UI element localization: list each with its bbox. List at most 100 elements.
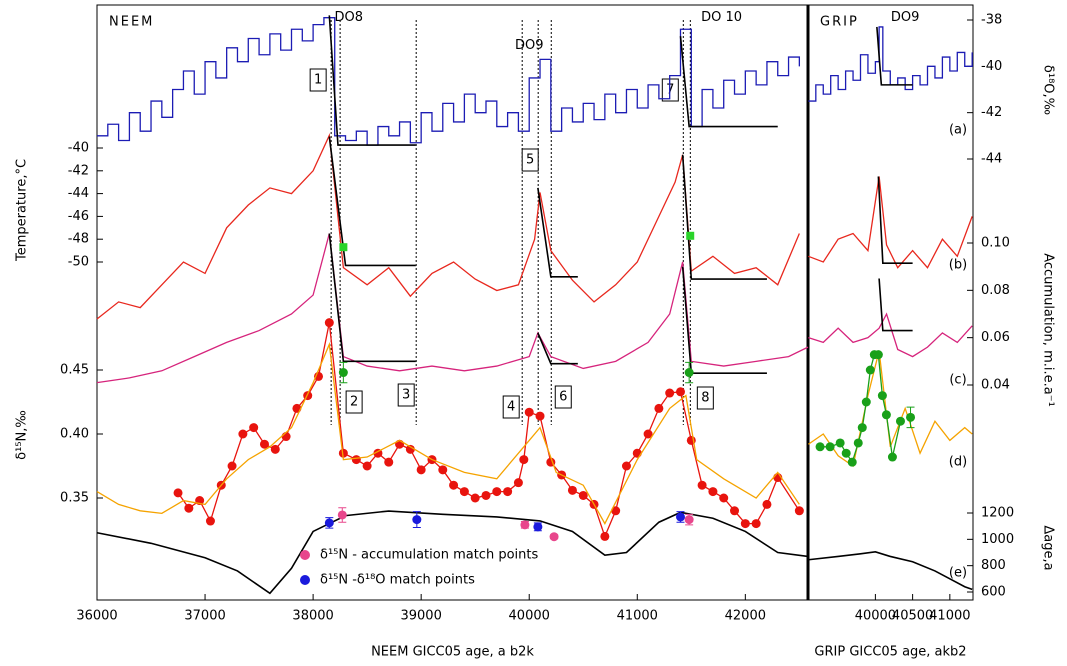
point	[751, 519, 761, 529]
series-line	[96, 133, 800, 320]
y-axis-title: δ¹⁵N,‰	[15, 410, 30, 460]
panel-name: GRIP	[820, 15, 859, 30]
point	[611, 506, 621, 516]
x-axis-title: GRIP GICC05 age, akb2	[814, 645, 966, 660]
match-label: 3	[402, 388, 410, 403]
point	[503, 487, 513, 497]
point	[861, 397, 871, 407]
point	[654, 403, 664, 413]
point	[205, 516, 215, 526]
y-axis-title: Accumulation, m.i.e.a⁻¹	[1041, 253, 1056, 407]
match-label: 5	[526, 153, 534, 168]
y-tick-label: 0.08	[981, 283, 1010, 298]
series-line	[328, 15, 778, 146]
y-tick-label: 0.10	[981, 236, 1010, 251]
point	[184, 503, 194, 513]
y-axis-title: δ¹⁸O,‰	[1041, 65, 1056, 115]
x-tick-label: 40000	[509, 609, 550, 624]
match-box	[554, 385, 572, 409]
point	[881, 410, 891, 420]
series-line	[808, 350, 973, 468]
point	[621, 461, 631, 471]
point	[338, 368, 348, 378]
x-tick-label: 42000	[725, 609, 766, 624]
match-box	[309, 68, 327, 92]
match-box	[502, 395, 520, 419]
point	[675, 512, 685, 522]
event-label: DO9	[891, 10, 920, 25]
point	[873, 350, 883, 360]
series-line	[96, 341, 800, 525]
point	[362, 461, 372, 471]
series-line	[878, 278, 913, 332]
point	[887, 452, 897, 462]
point	[535, 411, 545, 421]
point	[259, 439, 269, 449]
curve-label: (c)	[949, 373, 966, 388]
point	[459, 487, 469, 497]
legend-marker	[300, 550, 310, 560]
event-label: DO8	[335, 10, 364, 25]
legend-label: δ¹⁵N - accumulation match points	[320, 548, 538, 563]
point	[449, 480, 459, 490]
x-tick-label: 41000	[617, 609, 658, 624]
x-tick-label: 38000	[292, 609, 333, 624]
match-box	[696, 386, 714, 410]
series-line	[328, 136, 767, 280]
point	[416, 465, 426, 475]
event-label: DO9	[515, 38, 544, 53]
point	[686, 231, 695, 240]
point	[520, 520, 530, 530]
legend-label: δ¹⁵N -δ¹⁸O match points	[320, 573, 475, 588]
point	[238, 429, 248, 439]
match-label: 2	[350, 395, 358, 410]
panel-name: NEEM	[109, 15, 154, 30]
point	[835, 438, 845, 448]
point	[865, 365, 875, 375]
point	[533, 522, 543, 532]
match-label: 4	[507, 400, 515, 415]
point	[857, 423, 867, 433]
y-tick-label: 0.45	[60, 363, 89, 378]
y-tick-label: -50	[68, 255, 89, 270]
point	[412, 515, 422, 525]
point	[470, 493, 480, 503]
point	[324, 518, 334, 528]
point	[847, 457, 857, 467]
point	[794, 506, 804, 516]
point	[339, 243, 348, 252]
series-line	[808, 551, 973, 591]
series-line	[96, 510, 809, 595]
series-line	[808, 312, 973, 358]
series-line	[876, 26, 913, 86]
y-tick-label: 1000	[981, 532, 1014, 547]
point	[853, 438, 863, 448]
point	[549, 532, 559, 542]
point	[513, 478, 523, 488]
point	[877, 391, 887, 401]
point	[567, 485, 577, 495]
point	[324, 318, 334, 328]
y-tick-label: -46	[68, 209, 89, 224]
point	[173, 488, 183, 498]
y-axis-title: Temperature,°C	[15, 159, 30, 262]
point	[337, 510, 347, 520]
point	[740, 519, 750, 529]
point	[405, 444, 415, 454]
point	[762, 499, 772, 509]
x-tick-label: 40500	[892, 609, 933, 624]
point	[227, 461, 237, 471]
x-tick-label: 39000	[400, 609, 441, 624]
point	[665, 388, 675, 398]
y-tick-label: 0.04	[981, 378, 1010, 393]
point	[719, 493, 729, 503]
point	[643, 429, 653, 439]
y-tick-label: 0.40	[60, 427, 89, 442]
point	[281, 432, 291, 442]
point	[578, 490, 588, 500]
point	[338, 448, 348, 458]
point	[906, 412, 916, 422]
point	[600, 531, 610, 541]
point	[815, 442, 825, 452]
